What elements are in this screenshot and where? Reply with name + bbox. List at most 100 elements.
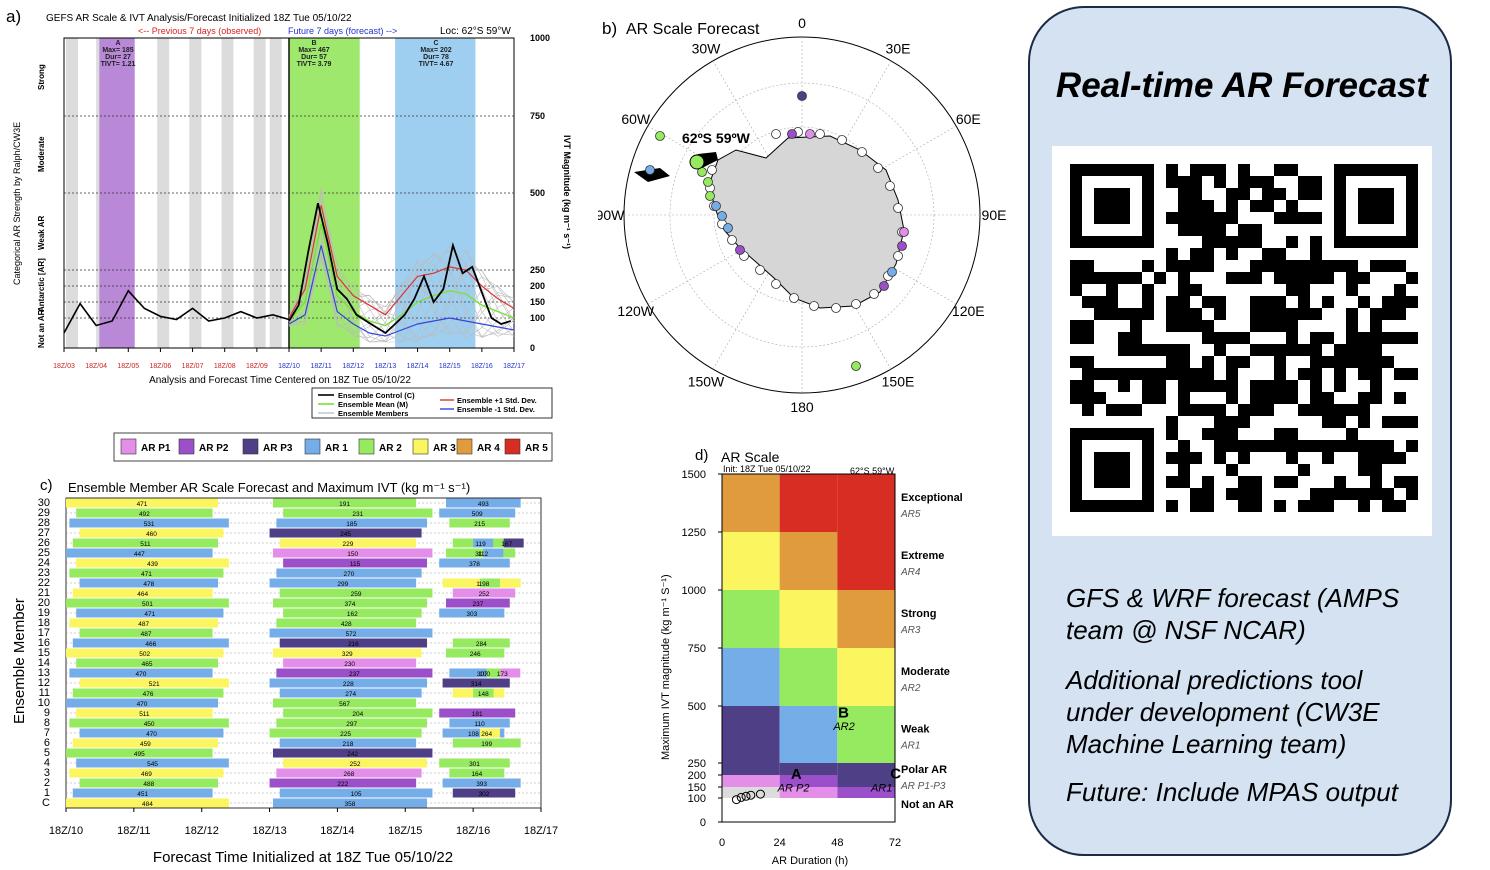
member-ar-bar <box>72 588 213 598</box>
qr-module <box>1142 296 1154 308</box>
x-tick-label: 18Z/13 <box>375 363 397 370</box>
member-ivt-label: 225 <box>340 731 351 738</box>
qr-code[interactable] <box>1052 146 1432 536</box>
ar-legend-label: AR P1 <box>141 443 171 454</box>
qr-module <box>1286 344 1298 356</box>
member-ar-bar <box>269 678 427 688</box>
member-ivt-label: 299 <box>337 581 348 588</box>
ar-legend-swatch <box>304 438 321 455</box>
qr-module <box>1274 368 1286 380</box>
qr-module <box>1250 392 1262 404</box>
member-ivt-label: 451 <box>137 791 148 798</box>
qr-module <box>1214 176 1226 188</box>
x-tick-label: 18Z/12 <box>185 825 219 837</box>
member-ar-bar <box>79 628 213 638</box>
member-label: 9 <box>44 707 50 719</box>
ar2-marker: AR2 <box>832 721 854 733</box>
qr-module <box>1382 452 1394 464</box>
x-tick-label: 18Z/09 <box>246 363 268 370</box>
category-code: AR4 <box>900 567 921 578</box>
legend-minus-std: Ensemble -1 Std. Dev. <box>457 405 535 414</box>
qr-module <box>1226 272 1238 284</box>
qr-module <box>1310 368 1322 380</box>
member-ar-bar <box>66 648 224 658</box>
qr-module <box>1130 272 1142 284</box>
qr-module <box>1298 440 1310 452</box>
member-label: 25 <box>38 547 50 559</box>
ensemble-mean-line <box>288 223 515 327</box>
qr-module <box>1130 368 1142 380</box>
qr-module <box>1274 380 1286 392</box>
qr-module <box>1394 500 1406 512</box>
ar-scale-cell <box>722 787 780 798</box>
qr-module <box>1358 416 1370 428</box>
ar-forecast-marker <box>735 245 745 255</box>
qr-module <box>1334 356 1346 368</box>
qr-module <box>1238 236 1250 248</box>
event-a-label: A <box>115 40 120 47</box>
member-ivt-label: 105 <box>351 791 362 798</box>
qr-module <box>1286 260 1298 272</box>
member-ivt-label: 358 <box>345 801 356 808</box>
ar-forecast-marker <box>897 241 907 251</box>
x-tick-label: 18Z/14 <box>407 363 429 370</box>
member-ar-bar <box>76 508 213 518</box>
member-ivt-label: 119 <box>475 541 486 548</box>
ar-forecast-marker <box>703 177 713 187</box>
member-ar-bar <box>479 728 500 738</box>
panel-b-polar-map: b) AR Scale Forecast 0 30E 60E 90E 120E 150E 1… <box>598 15 1007 415</box>
member-ivt-label: 459 <box>140 741 151 748</box>
qr-module <box>1322 272 1334 284</box>
cat-not-ar: Not an AR <box>37 309 46 348</box>
qr-module <box>1202 356 1214 368</box>
qr-module <box>1202 200 1214 212</box>
panel-a-xlabel: Analysis and Forecast Time Centered on 1… <box>149 375 411 386</box>
qr-module <box>1358 452 1370 464</box>
coast-marker <box>755 265 765 275</box>
ar-forecast-marker <box>851 361 861 371</box>
panel-a-future-label: Future 7 days (forecast) --> <box>288 26 397 36</box>
ar-legend-swatch <box>358 438 375 455</box>
ar-legend-label: AR 1 <box>325 443 348 454</box>
qr-module <box>1214 332 1226 344</box>
qr-module <box>1214 452 1226 464</box>
day-stripe <box>189 38 202 348</box>
qr-module <box>1070 392 1082 404</box>
longitude-label: 120E <box>952 303 985 319</box>
qr-module <box>1226 332 1238 344</box>
member-ivt-label: 218 <box>343 741 354 748</box>
cat-strong: Strong <box>37 64 46 90</box>
qr-module <box>1202 428 1214 440</box>
member-ar-bar <box>66 698 218 708</box>
member-label: 28 <box>38 517 50 529</box>
qr-module <box>1334 380 1346 392</box>
member-ar-bar <box>479 578 500 588</box>
qr-module <box>1250 200 1262 212</box>
member-ar-bar <box>279 638 427 648</box>
qr-module <box>1070 332 1082 344</box>
member-ivt-label: 521 <box>149 681 160 688</box>
member-ar-bar <box>79 528 224 538</box>
qr-module <box>1202 404 1214 416</box>
qr-module <box>1106 308 1118 320</box>
ensemble-member-line <box>288 250 515 336</box>
qr-module <box>1274 188 1286 200</box>
coast-marker <box>707 165 717 175</box>
longitude-label: 120W <box>617 303 654 319</box>
qr-module <box>1310 236 1322 248</box>
qr-module <box>1118 308 1130 320</box>
qr-module <box>1226 200 1238 212</box>
qr-module <box>1106 296 1118 308</box>
ar-scale-cell <box>779 474 838 532</box>
panel-d-title: AR Scale <box>721 449 780 465</box>
longitude-label: 90E <box>982 207 1007 223</box>
panel-b-title: AR Scale Forecast <box>626 21 760 38</box>
ensemble-member-line <box>288 242 515 343</box>
qr-module <box>1202 500 1214 512</box>
member-ivt-label: 150 <box>347 551 358 558</box>
category-code: AR3 <box>900 625 921 636</box>
coast-marker <box>771 129 781 139</box>
qr-module <box>1262 176 1274 188</box>
member-ar-bar <box>283 608 422 618</box>
panel-a-chart: a) GEFS AR Scale & IVT Analysis/Forecast… <box>6 7 572 419</box>
